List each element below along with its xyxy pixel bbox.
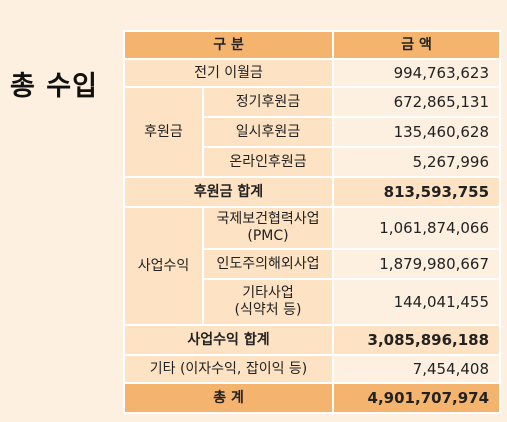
table-row: 기타사업 (식약처 등) 144,041,455 — [124, 278, 502, 326]
table-row: 후원금 정기후원금 672,865,131 — [123, 86, 502, 178]
group-label-business: 사업수익 — [123, 206, 204, 326]
row-label-pmc-line2: (PMC) — [247, 228, 289, 244]
row-amount-pmc: 1,061,874,066 — [332, 206, 502, 250]
row-label-carryover: 전기 이월금 — [122, 58, 335, 88]
table-header-row: 구 분 금 액 — [122, 30, 502, 60]
row-amount-online-donation: 5,267,996 — [332, 146, 502, 178]
row-label-pmc: 국제보건협력사업 (PMC) — [201, 206, 335, 250]
subtotal-row: 후원금 합계 813,593,755 — [122, 176, 502, 208]
table-row: 인도주의해외사업 1,879,980,667 — [124, 248, 502, 280]
group-label-donation: 후원금 — [123, 86, 204, 178]
row-amount-carryover: 994,763,623 — [332, 58, 502, 88]
row-amount-regular-donation: 672,865,131 — [332, 86, 502, 118]
row-label-humanitarian: 인도주의해외사업 — [201, 248, 335, 280]
row-label-regular-donation: 정기후원금 — [201, 86, 335, 118]
header-category: 구 분 — [122, 30, 335, 60]
row-label-other-business-line2: (식약처 등) — [234, 302, 302, 318]
row-amount-business-total: 3,085,896,188 — [332, 324, 502, 356]
row-amount-onetime-donation: 135,460,628 — [332, 116, 502, 148]
row-label-business-total: 사업수익 합계 — [122, 324, 335, 356]
grand-total-row: 총 계 4,901,707,974 — [122, 382, 502, 414]
table-row: 사업수익 국제보건협력사업 (PMC) 1,061,874,066 — [123, 206, 502, 326]
row-label-other-income: 기타 (이자수익, 잡이익 등) — [122, 354, 335, 384]
row-label-grand-total: 총 계 — [122, 382, 335, 414]
table-row: 일시후원금 135,460,628 — [124, 116, 502, 148]
subtotal-row: 사업수익 합계 3,085,896,188 — [122, 324, 502, 356]
row-label-donation-total: 후원금 합계 — [122, 176, 335, 208]
page-title: 총 수입 — [10, 71, 98, 102]
row-amount-other-income: 7,454,408 — [332, 354, 502, 384]
table-row: 기타 (이자수익, 잡이익 등) 7,454,408 — [122, 354, 502, 384]
income-table: 구 분 금 액 전기 이월금 994,763,623 후원금 정기후원금 672… — [122, 30, 502, 414]
row-amount-other-business: 144,041,455 — [332, 278, 502, 326]
row-label-onetime-donation: 일시후원금 — [201, 116, 335, 148]
table-row: 온라인후원금 5,267,996 — [124, 146, 502, 178]
row-amount-humanitarian: 1,879,980,667 — [332, 248, 502, 280]
row-label-other-business-line1: 기타사업 — [242, 285, 294, 301]
header-amount: 금 액 — [332, 30, 502, 60]
row-label-other-business: 기타사업 (식약처 등) — [201, 278, 335, 326]
row-amount-grand-total: 4,901,707,974 — [332, 382, 502, 414]
table-row: 전기 이월금 994,763,623 — [122, 58, 502, 88]
row-amount-donation-total: 813,593,755 — [332, 176, 502, 208]
row-label-pmc-line1: 국제보건협력사업 — [216, 211, 320, 227]
row-label-online-donation: 온라인후원금 — [201, 146, 335, 178]
